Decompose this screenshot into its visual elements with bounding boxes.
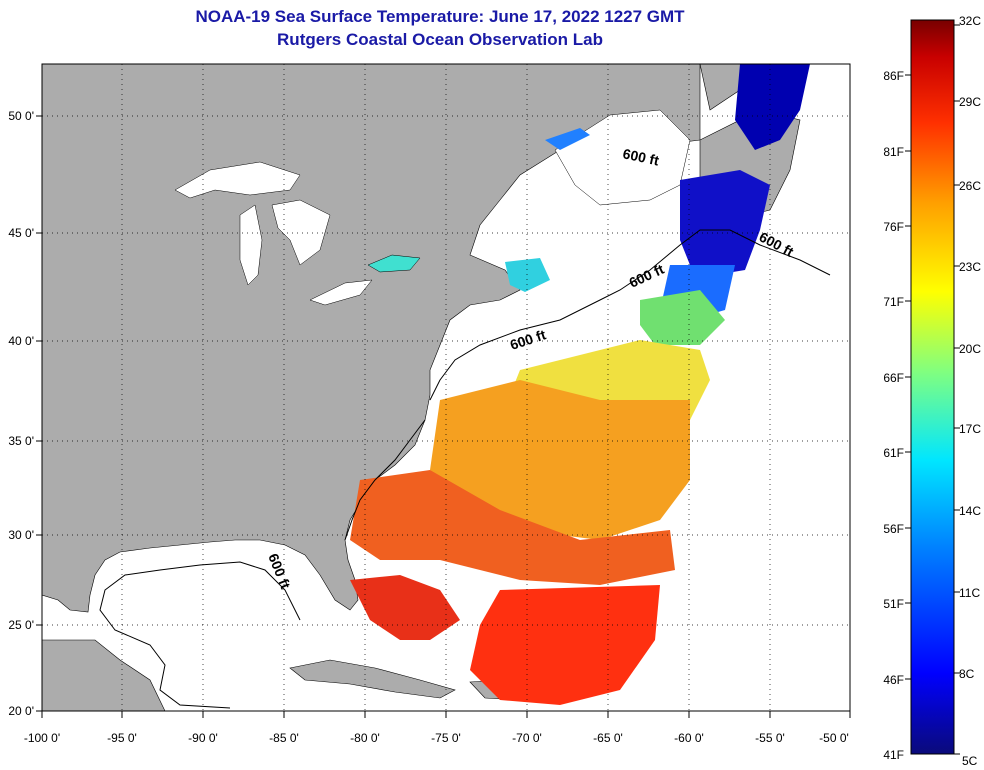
lon-tick-label: -85 0' [269, 731, 299, 745]
colorbar-fahrenheit-label: 41F [883, 748, 904, 762]
isobath-600ft-atlantic [344, 229, 831, 541]
map-subtitle: Rutgers Coastal Ocean Observation Lab [277, 30, 603, 49]
colorbar-celsius-label: 23C [959, 260, 981, 274]
colorbar-celsius-label: 5C [962, 754, 978, 768]
sst-red-south [470, 585, 660, 705]
lat-tick-label: 20 0' [8, 704, 34, 718]
land-yucatan [42, 639, 166, 711]
colorbar-celsius-label: 11C [959, 586, 980, 600]
lat-tick-label: 35 0' [8, 434, 34, 448]
colorbar-fahrenheit-label: 86F [883, 69, 904, 83]
colorbar-celsius-label: 32C [959, 14, 981, 28]
contour-label-gulf-of-st-lawrence: 600 ft [621, 145, 660, 168]
colorbar [910, 19, 955, 755]
colorbar-ticks [905, 24, 960, 755]
lon-tick-label: -100 0' [24, 731, 60, 745]
sst-blue-stlawrence [545, 128, 590, 150]
colorbar-fahrenheit-label: 66F [883, 371, 904, 385]
colorbar-fahrenheit-label: 76F [883, 220, 904, 234]
lon-tick-label: -75 0' [431, 731, 461, 745]
lat-tick-label: 30 0' [8, 528, 34, 542]
lon-tick-label: -65 0' [593, 731, 623, 745]
lat-tick-label: 25 0' [8, 618, 34, 632]
colorbar-fahrenheit-label: 61F [883, 446, 904, 460]
lake-huron [271, 199, 331, 266]
lon-tick-label: -90 0' [188, 731, 218, 745]
lake-superior [174, 161, 301, 199]
lon-tick-label: -80 0' [350, 731, 380, 745]
lake-erie [309, 279, 373, 306]
colorbar-celsius-label: 17C [959, 422, 981, 436]
lake-ontario [367, 254, 421, 273]
axis-ticks [36, 115, 851, 718]
colorbar-fahrenheit-label: 46F [883, 673, 904, 687]
lat-tick-label: 50 0' [8, 109, 34, 123]
colorbar-celsius-label: 14C [959, 504, 981, 518]
colorbar-fahrenheit-label: 56F [883, 522, 904, 536]
lon-tick-label: -70 0' [512, 731, 542, 745]
lake-michigan [239, 204, 263, 286]
lon-tick-label: -50 0' [819, 731, 849, 745]
colorbar-celsius-label: 8C [959, 667, 975, 681]
colorbar-celsius-label: 26C [959, 179, 981, 193]
isobath-600ft-gulf [99, 561, 301, 709]
sst-cold-north [735, 64, 810, 150]
lat-tick-label: 40 0' [8, 334, 34, 348]
colorbar-celsius-label: 20C [959, 342, 981, 356]
sst-orange-mid [430, 380, 690, 540]
map-title: NOAA-19 Sea Surface Temperature: June 17… [195, 7, 685, 26]
colorbar-fahrenheit-label: 81F [883, 145, 904, 159]
lon-tick-label: -95 0' [107, 731, 137, 745]
sst-red-florida [350, 575, 460, 640]
colorbar-celsius-label: 29C [959, 95, 981, 109]
lon-tick-label: -55 0' [755, 731, 785, 745]
sst-orange-red [350, 470, 675, 585]
lon-tick-label: -60 0' [674, 731, 704, 745]
colorbar-fahrenheit-label: 71F [883, 295, 904, 309]
sst-cyan-inshore [505, 258, 550, 292]
colorbar-fahrenheit-label: 51F [883, 597, 904, 611]
sst-cold-labrador [680, 170, 770, 275]
land-cuba [289, 659, 456, 699]
sst-green-shelf [640, 290, 725, 345]
lat-tick-label: 45 0' [8, 226, 34, 240]
